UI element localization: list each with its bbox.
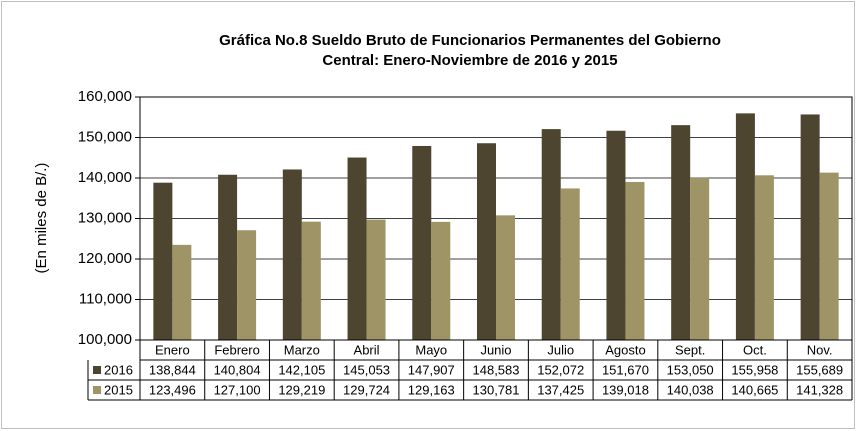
bar: [153, 182, 173, 340]
x-tick-label: Junio: [480, 342, 511, 357]
y-tick-label: 130,000: [78, 209, 132, 226]
chart-title: Central: Enero-Noviembre de 2016 y 2015: [322, 52, 617, 69]
x-tick-label: Enero: [155, 342, 190, 357]
legend-label: 2016: [104, 362, 133, 377]
x-tick-label: Marzo: [284, 342, 320, 357]
bar: [690, 177, 710, 340]
y-tick-label: 160,000: [78, 88, 132, 105]
x-tick-label: Agosto: [605, 342, 645, 357]
bar: [218, 174, 238, 340]
bar: [606, 130, 626, 340]
data-label: 129,163: [408, 382, 455, 397]
data-label: 140,804: [214, 362, 261, 377]
data-label: 155,958: [731, 362, 778, 377]
data-label: 129,724: [343, 382, 390, 397]
data-label: 153,050: [667, 362, 714, 377]
x-tick-label: Febrero: [214, 342, 260, 357]
data-label: 127,100: [214, 382, 261, 397]
x-tick-label: Mayo: [415, 342, 447, 357]
data-label: 142,105: [278, 362, 325, 377]
data-label: 141,328: [796, 382, 843, 397]
bar: [237, 230, 257, 340]
bar: [347, 157, 367, 340]
y-tick-label: 100,000: [78, 331, 132, 348]
data-label: 123,496: [149, 382, 196, 397]
x-tick-label: Abril: [354, 342, 380, 357]
data-label: 145,053: [343, 362, 390, 377]
bar: [477, 143, 496, 340]
data-label: 140,038: [667, 382, 714, 397]
data-label: 130,781: [473, 382, 520, 397]
bar: [560, 188, 580, 340]
bar: [431, 221, 451, 340]
plot-frame: [139, 96, 853, 341]
bar: [819, 172, 839, 340]
data-label: 155,689: [796, 362, 843, 377]
legend-label: 2015: [104, 382, 133, 397]
data-label: 147,907: [408, 362, 455, 377]
data-label: 137,425: [537, 382, 584, 397]
legend-swatch: [93, 386, 101, 394]
x-tick-label: Nov.: [807, 342, 833, 357]
y-tick-label: 150,000: [78, 128, 132, 145]
bar: [412, 145, 432, 340]
bar: [754, 175, 774, 340]
data-label: 129,219: [278, 382, 325, 397]
bar: [800, 114, 820, 340]
x-tick-label: Julio: [547, 342, 574, 357]
chart-title: Gráfica No.8 Sueldo Bruto de Funcionario…: [219, 32, 721, 49]
bar: [366, 219, 386, 340]
data-label: 151,670: [602, 362, 649, 377]
bar: [172, 244, 192, 340]
x-tick-label: Sept.: [675, 342, 705, 357]
y-tick-label: 110,000: [79, 290, 132, 307]
bar: [282, 169, 302, 340]
y-tick-label: 120,000: [78, 250, 132, 267]
y-tick-label: 140,000: [78, 169, 132, 186]
bar: [541, 129, 561, 340]
data-label: 138,844: [149, 362, 196, 377]
data-label: 140,665: [731, 382, 778, 397]
legend-swatch: [93, 366, 101, 374]
bar: [671, 125, 691, 341]
y-axis-label: (En miles de B/.): [33, 163, 50, 274]
bar: [625, 181, 645, 340]
bar: [735, 113, 755, 340]
data-label: 152,072: [537, 362, 584, 377]
x-tick-label: Oct.: [743, 342, 767, 357]
bar: [301, 221, 321, 340]
data-label: 139,018: [602, 382, 649, 397]
data-label: 148,583: [473, 362, 520, 377]
bar: [496, 215, 515, 340]
